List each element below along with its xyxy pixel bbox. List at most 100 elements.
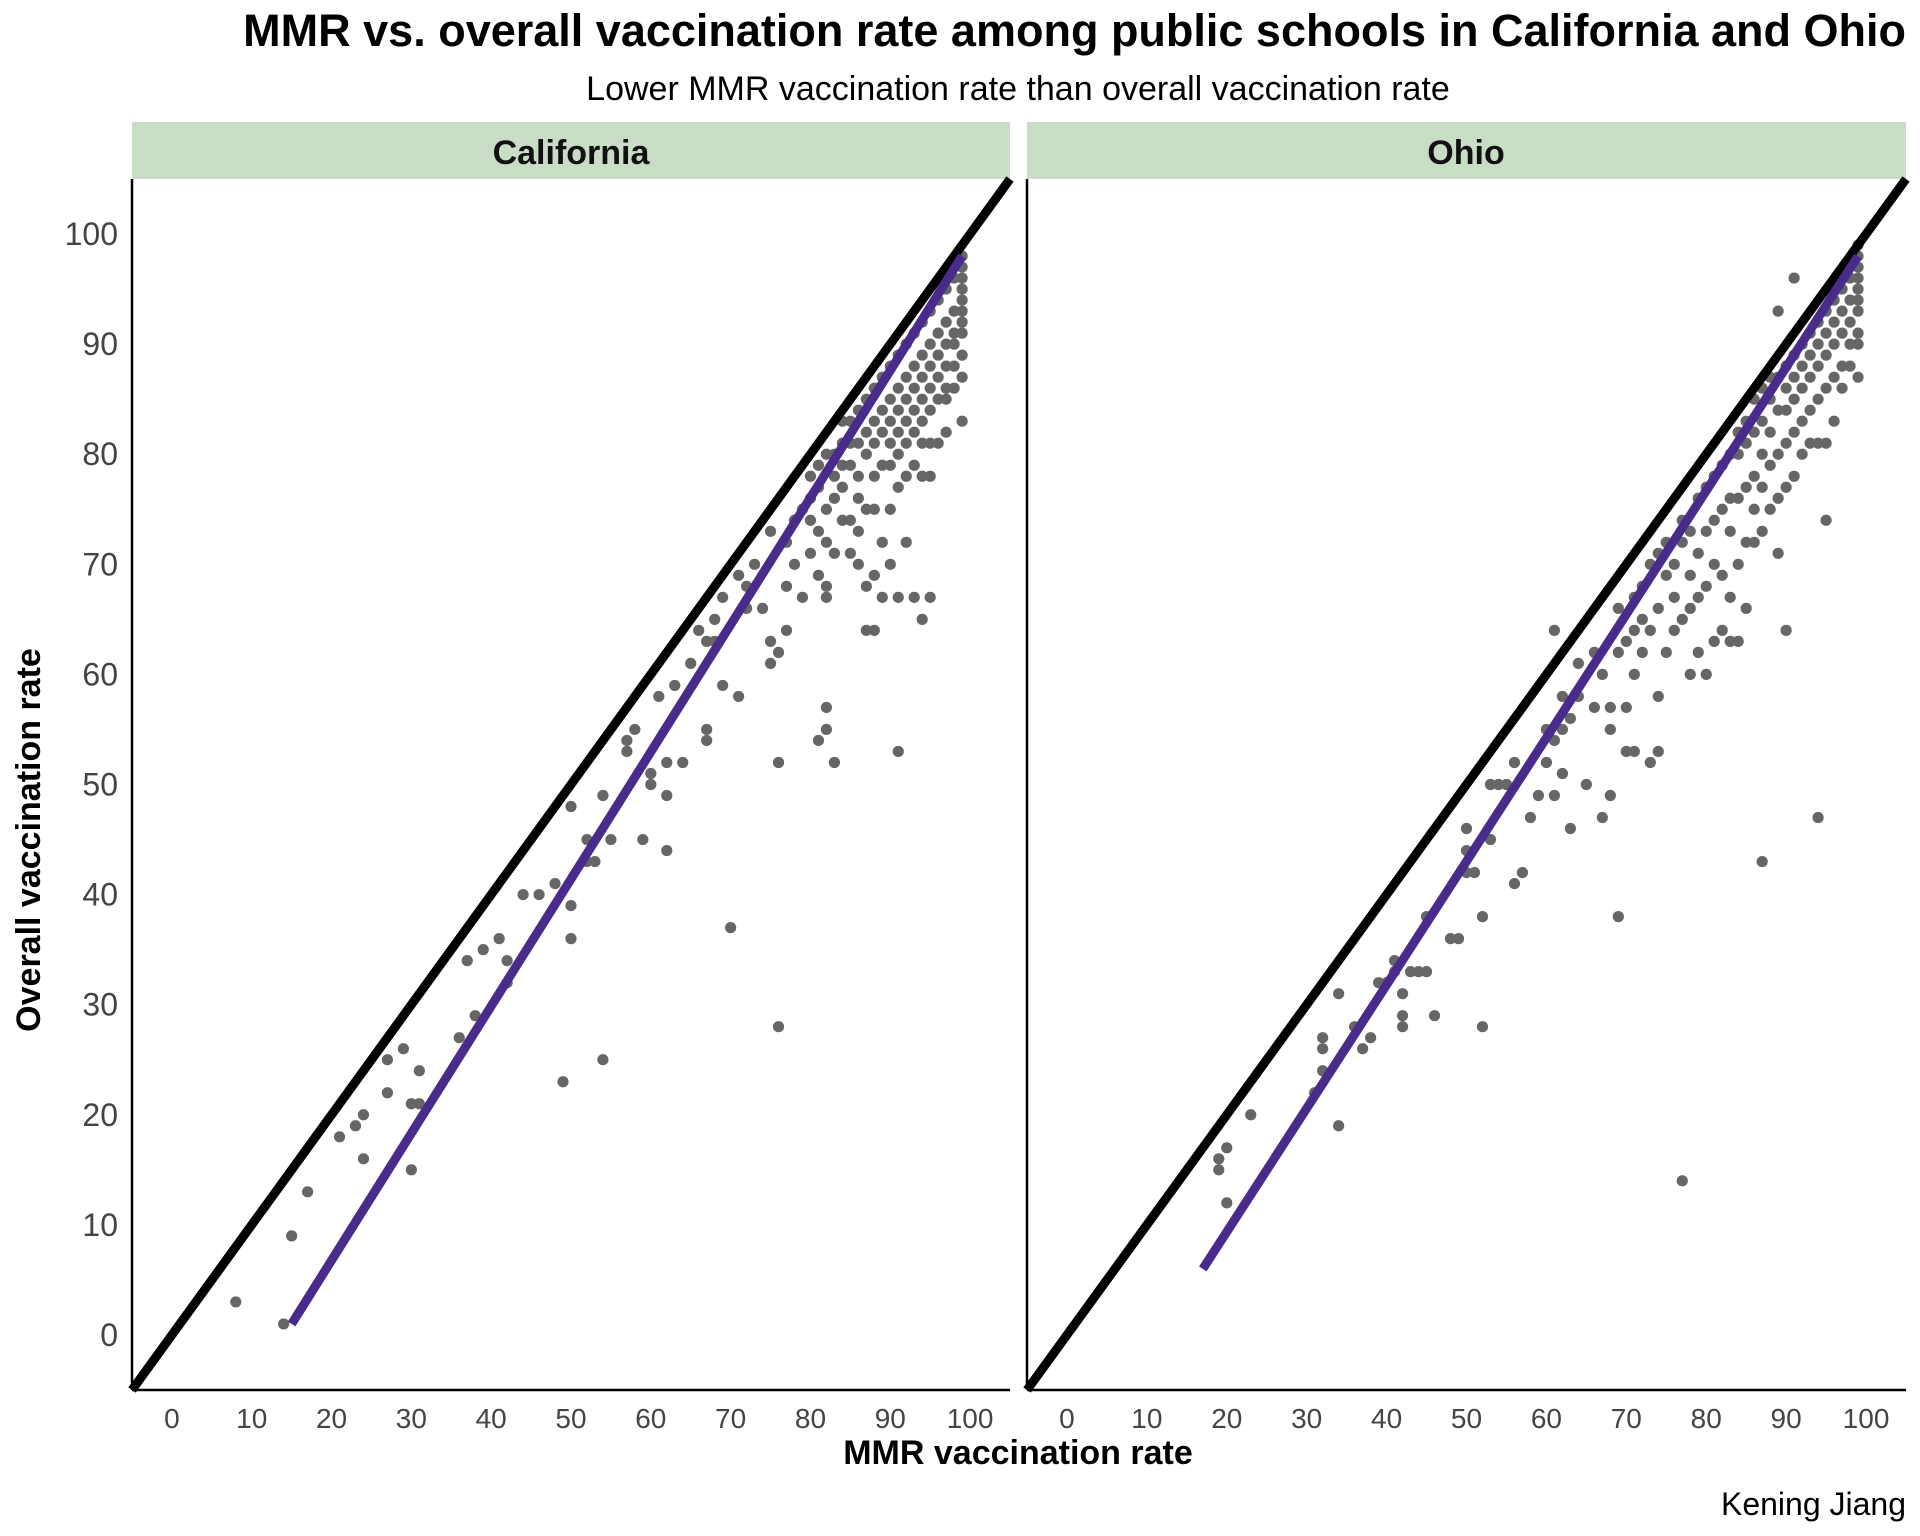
data-point [956, 294, 968, 306]
data-point [1724, 525, 1736, 537]
data-point [1452, 933, 1465, 945]
data-point [621, 734, 633, 747]
data-point [381, 1054, 394, 1066]
data-point [1484, 778, 1497, 791]
y-tick-label: 80 [82, 436, 118, 472]
data-point [693, 624, 705, 636]
data-point [1676, 1175, 1688, 1187]
data-point [629, 723, 641, 736]
data-point [900, 371, 912, 383]
data-point [1692, 646, 1704, 658]
data-point [892, 404, 904, 416]
data-point [1564, 822, 1576, 835]
strip-label: Ohio [1427, 134, 1504, 172]
data-point [1812, 338, 1824, 350]
data-point [756, 602, 769, 614]
data-point [852, 525, 864, 537]
data-point [661, 756, 673, 769]
data-point [1748, 426, 1760, 438]
y-tick-label: 40 [82, 877, 118, 913]
data-point [908, 459, 920, 471]
data-point [916, 349, 928, 361]
y-tick-label: 20 [82, 1097, 118, 1133]
data-point [1357, 1043, 1369, 1055]
data-point [1572, 657, 1584, 670]
data-point [1764, 426, 1776, 438]
data-point [900, 415, 912, 427]
data-point [1660, 646, 1672, 658]
data-point [820, 591, 833, 603]
data-point [868, 624, 880, 636]
data-point [1396, 1021, 1409, 1033]
data-point [1852, 272, 1864, 284]
data-point [924, 437, 936, 449]
data-point [860, 624, 872, 636]
data-point [1612, 911, 1624, 923]
data-point [1844, 294, 1856, 306]
strip-label: California [493, 134, 651, 172]
data-point [725, 922, 737, 934]
data-point [828, 547, 841, 559]
x-tick-label: 10 [236, 1403, 267, 1434]
data-point [701, 635, 713, 647]
data-point [1828, 371, 1840, 383]
data-point [1628, 668, 1640, 681]
data-point [357, 1109, 370, 1121]
data-point [1660, 569, 1672, 581]
data-point [1796, 382, 1808, 394]
x-tick-label: 40 [1371, 1403, 1402, 1434]
data-point [477, 944, 489, 956]
data-point [948, 360, 960, 372]
data-point [1708, 635, 1720, 647]
x-tick-label: 70 [715, 1403, 746, 1434]
data-point [1652, 745, 1664, 758]
data-point [1772, 547, 1784, 559]
y-tick-label: 70 [82, 546, 118, 582]
chart-title: MMR vs. overall vaccination rate among p… [243, 5, 1906, 56]
data-point [1724, 591, 1736, 603]
data-point [1317, 1043, 1329, 1055]
data-point [565, 933, 577, 945]
data-point [780, 580, 793, 592]
data-point [1365, 1032, 1377, 1044]
data-point [1580, 778, 1592, 791]
data-point [701, 723, 713, 736]
data-point [645, 778, 657, 791]
data-point [1556, 723, 1568, 736]
data-point [876, 426, 888, 438]
panel-california: California 0 10 20 30 40 50 60 70 80 90 100 [128, 122, 1014, 1434]
data-point [836, 481, 848, 493]
data-point [868, 470, 880, 482]
data-point [812, 525, 825, 537]
data-point [1844, 338, 1856, 350]
data-point [453, 1032, 465, 1044]
data-point [1716, 503, 1728, 515]
data-point [1684, 668, 1696, 681]
x-tick-label: 60 [635, 1403, 666, 1434]
data-point [884, 415, 896, 427]
data-point [1788, 371, 1800, 383]
data-point [852, 558, 864, 570]
data-point [1788, 393, 1800, 405]
data-point [924, 404, 936, 416]
data-point [1564, 712, 1576, 725]
data-point [924, 360, 936, 372]
data-point [1796, 448, 1808, 460]
data-point [645, 767, 657, 780]
data-point [932, 349, 944, 361]
data-point [413, 1098, 425, 1110]
data-point [1780, 481, 1792, 493]
data-point [940, 426, 952, 438]
data-point [1636, 646, 1648, 658]
data-point [1844, 360, 1856, 372]
data-point [924, 591, 936, 603]
data-point [381, 1087, 394, 1099]
data-point [892, 481, 904, 493]
data-point [948, 327, 960, 339]
data-point [349, 1120, 362, 1132]
fit-line [1199, 253, 1862, 1272]
data-point [956, 272, 968, 284]
data-point [916, 415, 928, 427]
data-point [956, 349, 968, 361]
